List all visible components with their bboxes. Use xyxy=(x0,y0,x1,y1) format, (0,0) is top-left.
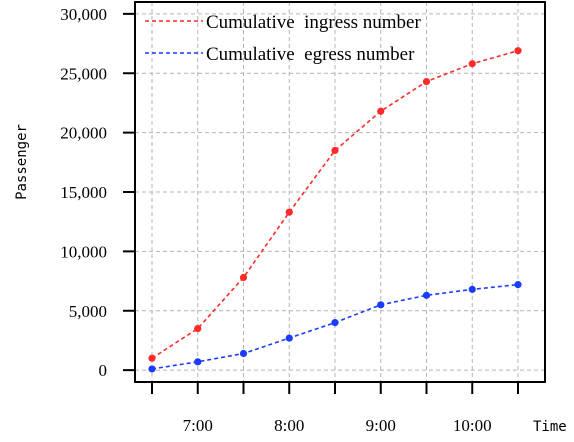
series-layer xyxy=(148,47,522,373)
data-point-0 xyxy=(468,60,476,68)
x-axis: 7:00 8:00 9:00 10:00 xyxy=(151,382,519,435)
data-point-1 xyxy=(468,285,476,293)
y-tick-label: 15,000 xyxy=(60,183,107,202)
legend-label-ingress: Cumulative ingress number xyxy=(206,12,421,33)
legend: Cumulative ingress number Cumulative egr… xyxy=(145,12,421,65)
y-tick-label: 30,000 xyxy=(60,5,107,24)
data-point-1 xyxy=(331,319,339,327)
data-point-1 xyxy=(194,358,202,366)
legend-label-egress: Cumulative egress number xyxy=(206,44,415,65)
y-axis: 0 5,000 10,000 15,000 20,000 25,000 30,000 xyxy=(60,5,135,380)
y-tick-label: 5,000 xyxy=(69,302,107,321)
data-point-0 xyxy=(148,354,156,362)
y-tick-label: 20,000 xyxy=(60,124,107,143)
grid-lines xyxy=(135,2,545,382)
data-point-1 xyxy=(422,291,431,299)
data-point-1 xyxy=(148,365,156,373)
y-tick-label: 25,000 xyxy=(60,64,107,83)
data-point-0 xyxy=(331,146,339,155)
data-point-1 xyxy=(377,301,385,309)
y-tick-label: 0 xyxy=(99,361,108,380)
data-point-1 xyxy=(514,281,522,289)
data-point-0 xyxy=(194,324,202,333)
x-axis-title: Time xyxy=(533,419,567,435)
series-line-0 xyxy=(151,49,519,359)
x-tick-label: 10:00 xyxy=(453,416,492,435)
data-point-0 xyxy=(422,77,431,86)
data-point-1 xyxy=(239,349,248,358)
y-axis-title: Passenger xyxy=(14,124,30,200)
x-tick-label: 8:00 xyxy=(274,416,304,435)
y-tick-label: 10,000 xyxy=(60,242,107,261)
data-point-0 xyxy=(514,47,522,55)
data-point-0 xyxy=(285,208,293,216)
x-tick-label: 7:00 xyxy=(183,416,213,435)
data-point-0 xyxy=(377,107,385,115)
x-tick-label: 9:00 xyxy=(366,416,396,435)
data-point-1 xyxy=(285,334,293,342)
data-point-0 xyxy=(239,273,248,282)
